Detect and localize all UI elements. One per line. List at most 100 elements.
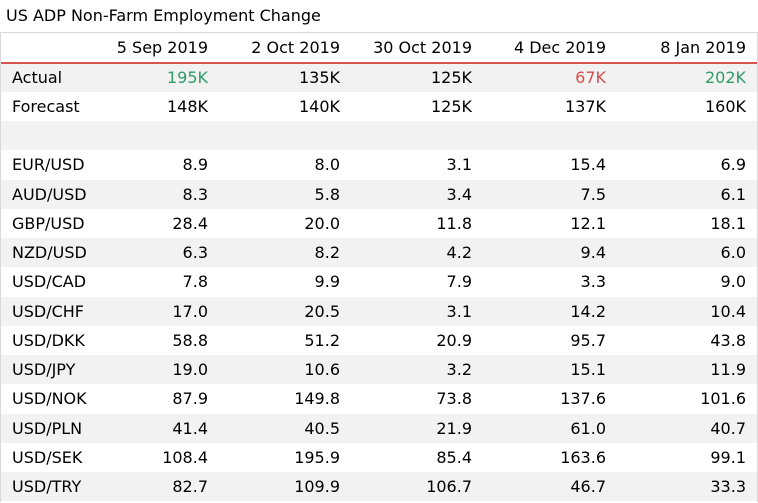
currency-pair-rows: EUR/USD 8.9 8.0 3.1 15.4 6.9 AUD/USD 8.3 5.8 3.4 7… <box>0 150 758 502</box>
pair-value: 28.4 <box>172 213 208 233</box>
pair-label: USD/JPY <box>12 360 76 380</box>
pair-value: 11.8 <box>436 213 472 233</box>
pair-value: 11.9 <box>710 360 746 380</box>
pair-value: 8.3 <box>182 184 208 204</box>
pair-label: USD/NOK <box>12 389 87 409</box>
column-header: 2 Oct 2019 <box>220 32 352 64</box>
pair-value: 3.1 <box>446 155 472 175</box>
pair-value: 82.7 <box>172 477 208 497</box>
pair-value: 6.0 <box>720 243 746 263</box>
pair-label: USD/CHF <box>12 301 84 321</box>
pair-label: USD/PLN <box>12 418 83 438</box>
table-row: USD/TRY 82.7 109.9 106.7 46.7 33.3 <box>0 472 758 502</box>
pair-value: 43.8 <box>710 330 746 350</box>
pair-value: 101.6 <box>700 389 746 409</box>
spacer-cell <box>0 121 758 150</box>
pair-value: 4.2 <box>446 243 472 263</box>
pair-value: 95.7 <box>570 330 606 350</box>
pair-value: 6.1 <box>720 184 746 204</box>
actual-value: 135K <box>298 68 340 88</box>
table-row: NZD/USD 6.3 8.2 4.2 9.4 6.0 <box>0 238 758 268</box>
pair-value: 3.3 <box>580 272 606 292</box>
actual-value: 202K <box>704 68 746 88</box>
pair-label: AUD/USD <box>12 184 87 204</box>
pair-value: 9.9 <box>314 272 340 292</box>
row-label: Forecast <box>12 96 80 116</box>
pair-value: 33.3 <box>710 477 746 497</box>
forecast-row: Forecast 148K 140K 125K 137K 160K <box>0 92 758 121</box>
pair-value: 87.9 <box>172 389 208 409</box>
actual-row: Actual 195K 135K 125K 67K 202K <box>0 62 758 92</box>
pair-value: 15.1 <box>570 360 606 380</box>
actual-value: 195K <box>166 68 208 88</box>
forecast-value: 160K <box>704 96 746 116</box>
pair-value: 73.8 <box>436 389 472 409</box>
table-row: USD/JPY 19.0 10.6 3.2 15.1 11.9 <box>0 355 758 385</box>
pair-value: 106.7 <box>426 477 472 497</box>
pair-value: 85.4 <box>436 447 472 467</box>
pair-value: 3.2 <box>446 360 472 380</box>
pair-value: 9.0 <box>720 272 746 292</box>
pair-value: 15.4 <box>570 155 606 175</box>
pair-value: 41.4 <box>172 418 208 438</box>
pair-value: 14.2 <box>570 301 606 321</box>
actual-value: 125K <box>430 68 472 88</box>
table-row: EUR/USD 8.9 8.0 3.1 15.4 6.9 <box>0 150 758 179</box>
pair-label: USD/TRY <box>12 477 82 497</box>
pair-value: 46.7 <box>570 477 606 497</box>
pair-value: 58.8 <box>172 330 208 350</box>
pair-value: 20.9 <box>436 330 472 350</box>
row-label: Actual <box>12 68 63 88</box>
pair-value: 18.1 <box>710 213 746 233</box>
pair-value: 21.9 <box>436 418 472 438</box>
pair-value: 6.9 <box>720 155 746 175</box>
pair-value: 163.6 <box>560 447 606 467</box>
pair-value: 61.0 <box>570 418 606 438</box>
header-row: 5 Sep 2019 2 Oct 2019 30 Oct 2019 4 Dec … <box>0 32 758 64</box>
pair-value: 12.1 <box>570 213 606 233</box>
pair-value: 8.2 <box>314 243 340 263</box>
pair-value: 3.1 <box>446 301 472 321</box>
pair-value: 51.2 <box>304 330 340 350</box>
spacer-row <box>0 121 758 151</box>
pair-value: 10.4 <box>710 301 746 321</box>
column-header: 5 Sep 2019 <box>96 32 220 64</box>
pair-value: 109.9 <box>294 477 340 497</box>
column-header: 30 Oct 2019 <box>352 32 484 64</box>
pair-label: USD/DKK <box>12 330 85 350</box>
pair-value: 40.7 <box>710 418 746 438</box>
forecast-value: 148K <box>166 96 208 116</box>
pair-value: 19.0 <box>172 360 208 380</box>
column-header: 4 Dec 2019 <box>484 32 618 64</box>
table-row: AUD/USD 8.3 5.8 3.4 7.5 6.1 <box>0 179 758 209</box>
header-corner <box>0 32 96 64</box>
pair-value: 10.6 <box>304 360 340 380</box>
pair-value: 20.5 <box>304 301 340 321</box>
pair-value: 99.1 <box>710 447 746 467</box>
column-header: 8 Jan 2019 <box>618 32 758 64</box>
pair-value: 149.8 <box>294 389 340 409</box>
forecast-value: 125K <box>430 96 472 116</box>
pair-label: EUR/USD <box>12 155 85 175</box>
pair-value: 20.0 <box>304 213 340 233</box>
table-title: US ADP Non-Farm Employment Change <box>6 6 321 25</box>
pair-value: 137.6 <box>560 389 606 409</box>
pair-label: USD/SEK <box>12 447 83 467</box>
pair-value: 6.3 <box>182 243 208 263</box>
pair-value: 3.4 <box>446 184 472 204</box>
table-row: USD/CAD 7.8 9.9 7.9 3.3 9.0 <box>0 267 758 296</box>
pair-label: GBP/USD <box>12 213 85 233</box>
pair-label: USD/CAD <box>12 272 87 292</box>
table-row: USD/PLN 41.4 40.5 21.9 61.0 40.7 <box>0 413 758 443</box>
pair-value: 8.9 <box>182 155 208 175</box>
pair-value: 195.9 <box>294 447 340 467</box>
actual-value: 67K <box>575 68 606 88</box>
pair-value: 7.8 <box>182 272 208 292</box>
employment-table: 5 Sep 2019 2 Oct 2019 30 Oct 2019 4 Dec … <box>0 32 758 502</box>
pair-value: 7.9 <box>446 272 472 292</box>
forecast-value: 137K <box>564 96 606 116</box>
forecast-value: 140K <box>298 96 340 116</box>
table-row: USD/SEK 108.4 195.9 85.4 163.6 99.1 <box>0 443 758 472</box>
pair-value: 17.0 <box>172 301 208 321</box>
table-row: USD/DKK 58.8 51.2 20.9 95.7 43.8 <box>0 326 758 355</box>
